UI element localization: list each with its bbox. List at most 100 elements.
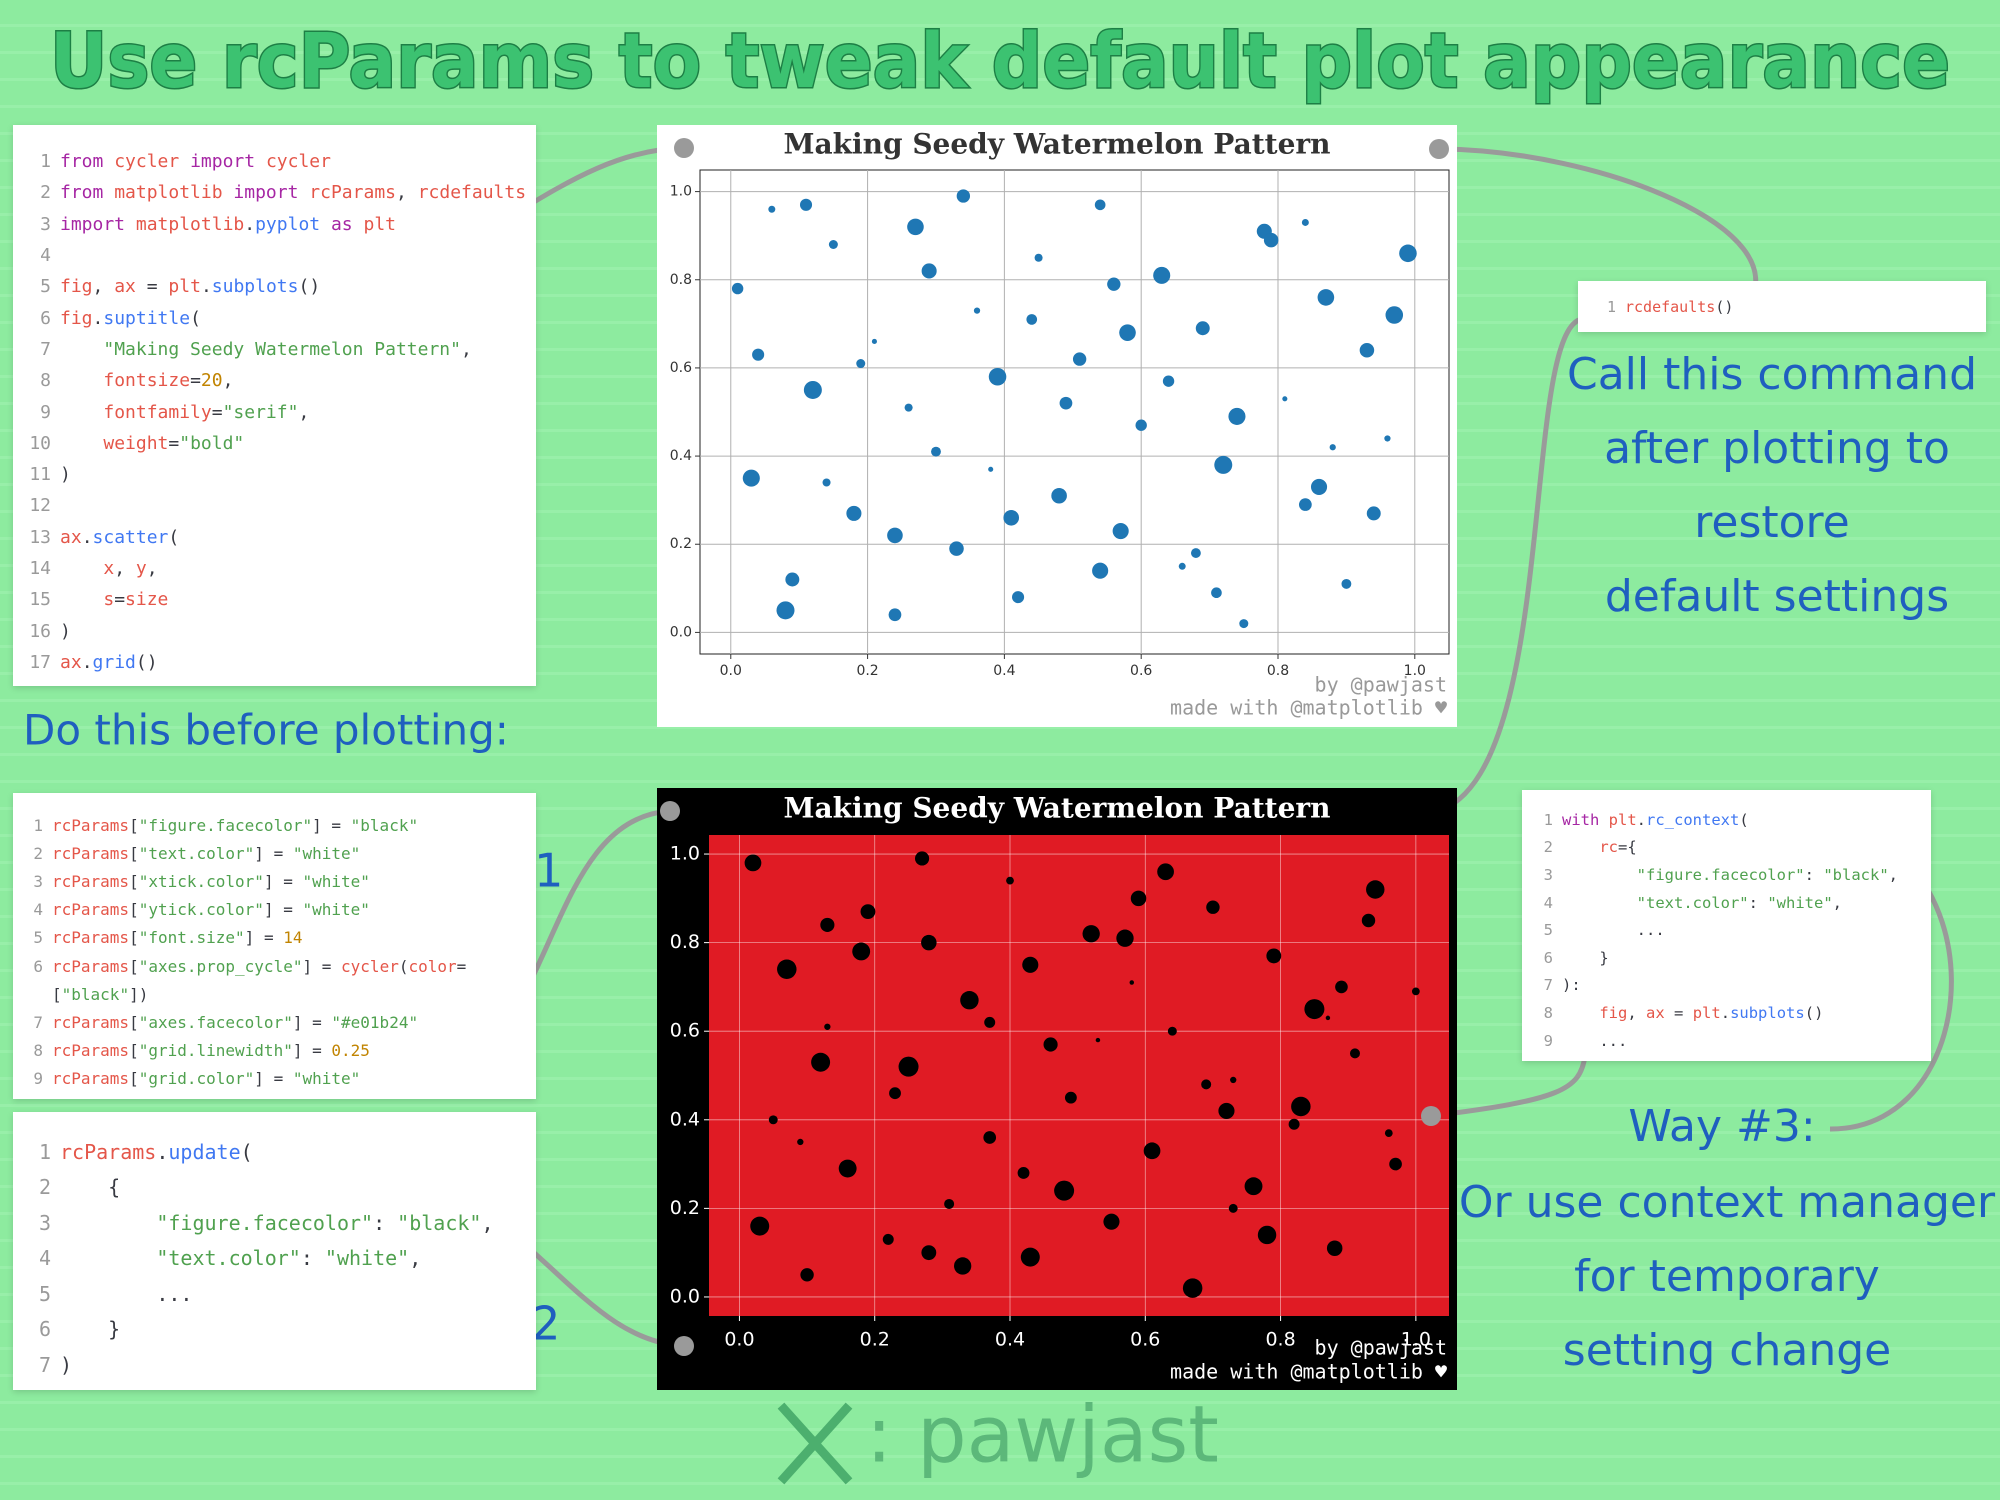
code-text: from matplotlib import rcParams, rcdefau… xyxy=(51,182,526,203)
code-token: = xyxy=(456,956,467,976)
code-token: , xyxy=(409,1246,422,1271)
code-token xyxy=(1562,894,1637,912)
note-line: default settings xyxy=(1605,571,1949,622)
code-token xyxy=(125,558,136,579)
code-token: plt xyxy=(168,276,201,298)
y-tick-label: 0.6 xyxy=(670,360,692,376)
code-token xyxy=(1562,1004,1599,1022)
code-token: update xyxy=(168,1139,241,1164)
scatter-point xyxy=(1399,244,1417,263)
code-text: rcdefaults() xyxy=(1616,298,1733,316)
code-token: : xyxy=(1748,893,1758,912)
scatter-point xyxy=(752,348,765,361)
code-token: = xyxy=(321,956,332,976)
scatter-point xyxy=(1130,890,1147,907)
code-token: plt xyxy=(1692,1003,1721,1022)
code-line: 7): xyxy=(1522,972,1931,1000)
note-line: Or use context manager xyxy=(1459,1177,1996,1228)
code-token xyxy=(322,816,332,835)
code-token: rcdefaults xyxy=(1625,297,1716,316)
scatter-point xyxy=(973,307,981,314)
code-token xyxy=(1683,1004,1692,1022)
charts: Making Seedy Watermelon Pattern 0.0 0.2 0.4… xyxy=(657,125,1457,1390)
code-token: . xyxy=(156,1281,169,1306)
code-text: rcParams["ytick.color"] = "white" xyxy=(43,900,370,919)
code-token: ) xyxy=(1724,297,1734,316)
code-token: "figure.facecolor" xyxy=(138,815,313,835)
code-token: , xyxy=(222,370,234,392)
code-token: with xyxy=(1562,810,1600,829)
code-line: 5 fig, ax = plt.subplots() xyxy=(13,271,536,302)
scatter-point xyxy=(1384,435,1391,442)
code-token: [ xyxy=(129,1012,139,1032)
code-token xyxy=(103,276,114,297)
line-number: 15 xyxy=(29,589,51,611)
scatter-point xyxy=(1310,478,1328,495)
code-line: 9 ... xyxy=(1522,1027,1931,1055)
code-token: ax xyxy=(1646,1003,1665,1022)
code-line: 6 } xyxy=(13,1312,536,1348)
scatter-point xyxy=(953,1257,972,1275)
scatter-point xyxy=(1325,1015,1331,1021)
connector-dot xyxy=(1429,139,1449,159)
code-token xyxy=(302,1041,312,1060)
code-token: = xyxy=(114,589,126,611)
code-token: = xyxy=(283,871,293,891)
scatter-point xyxy=(1153,266,1171,284)
code-token: . xyxy=(1636,921,1646,940)
code-token xyxy=(179,151,190,172)
code-token xyxy=(60,1246,156,1270)
scatter-point xyxy=(1094,199,1106,211)
code-token: as xyxy=(330,213,353,235)
code-token: ] xyxy=(244,928,255,948)
code-token: . xyxy=(1636,810,1647,829)
code-line: 8 rcParams["grid.linewidth"] = 0.25 xyxy=(13,1037,536,1065)
code-token: , xyxy=(92,276,104,298)
line-number: 5 xyxy=(33,928,43,948)
scatter-point xyxy=(1228,1203,1238,1213)
code-token: "white" xyxy=(1767,893,1833,912)
code-token: 20 xyxy=(200,370,223,392)
code-token xyxy=(103,151,114,172)
y-tick-label: 0.4 xyxy=(670,448,692,464)
scatter-point xyxy=(921,934,937,951)
code-line: 12 xyxy=(13,490,536,521)
scatter-point xyxy=(799,198,813,211)
code-token: ( xyxy=(298,276,310,298)
code-token: : xyxy=(373,1210,386,1235)
scatter-point xyxy=(1017,1167,1030,1179)
code-token: [ xyxy=(52,984,62,1004)
chart: Making Seedy Watermelon Pattern 0.0 0.2 0.4… xyxy=(657,788,1457,1390)
code-token xyxy=(60,1175,108,1199)
code-token: ( xyxy=(1739,810,1749,829)
code-token: rc_context xyxy=(1646,810,1740,829)
scatter-point xyxy=(1201,1079,1212,1090)
code-token xyxy=(60,589,103,610)
scatter-point xyxy=(744,854,762,872)
code-token: cycler xyxy=(265,151,331,173)
code-token xyxy=(60,1317,108,1341)
scatter-point xyxy=(1230,1076,1237,1084)
connector-dot xyxy=(674,1336,694,1356)
code-token: "grid.linewidth" xyxy=(138,1041,293,1061)
connector-dots xyxy=(660,138,1449,1356)
code-block: 1 rcParams.update(2 {3 "figure.facecolor"… xyxy=(13,1112,536,1390)
code-token: "text.color" xyxy=(156,1246,301,1271)
scatter-point xyxy=(1298,498,1312,511)
code-token: ( xyxy=(398,956,409,976)
y-tick-label: 0.0 xyxy=(670,624,692,640)
code-line: 4 rcParams["ytick.color"] = "white" xyxy=(13,896,536,924)
line-number: 5 xyxy=(1543,921,1553,940)
scatter-point xyxy=(1228,407,1246,425)
code-token: import xyxy=(60,213,126,235)
code-line: 4 "text.color": "white", xyxy=(13,1241,536,1277)
code-text: "Making Seedy Watermelon Pattern", xyxy=(51,339,471,360)
line-number: 5 xyxy=(40,276,51,298)
line-number: 7 xyxy=(33,1012,43,1032)
code-line: 10 weight="bold" xyxy=(13,428,536,459)
code-token: ax xyxy=(60,651,82,673)
code-token: ) xyxy=(60,620,71,642)
code-text: import matplotlib.pyplot as plt xyxy=(51,214,396,235)
connector-dot xyxy=(674,138,694,158)
line-number: 17 xyxy=(29,651,51,673)
